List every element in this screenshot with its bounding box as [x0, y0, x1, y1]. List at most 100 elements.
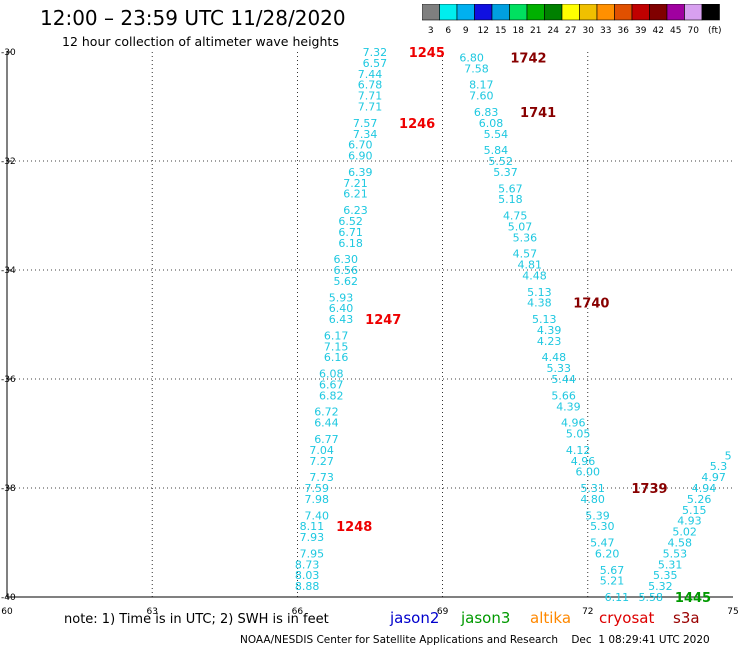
wave-height-value: 7.15	[324, 340, 349, 353]
wave-height-value: 5.31	[658, 558, 683, 571]
colorbar-label: 3	[428, 26, 434, 36]
wave-height-value: 5.05	[566, 428, 591, 441]
wave-height-value: 5.66	[551, 389, 576, 402]
satellite-jason3: jason3	[461, 609, 511, 627]
wave-height-value: 6.57	[363, 57, 388, 70]
colorbar-label: 70	[688, 26, 700, 36]
wave-height-value: 6.20	[595, 547, 620, 560]
colorbar-label: 15	[495, 26, 506, 36]
wave-height-value: 4.80	[580, 493, 605, 506]
y-tick-label: -34	[1, 266, 16, 276]
wave-height-value: 4.48	[542, 351, 567, 364]
wave-height-value: 6.44	[314, 417, 339, 430]
wave-height-value: 6.70	[348, 139, 373, 152]
y-tick-label: -36	[1, 375, 16, 385]
wave-height-value: 6.11	[605, 591, 630, 604]
wave-height-value: 7.93	[300, 531, 325, 544]
colorbar-label: 21	[530, 26, 541, 36]
wave-height-value: 4.39	[537, 324, 562, 337]
wave-height-value: 6.78	[358, 79, 383, 92]
x-tick-label: 60	[1, 607, 13, 617]
wave-height-value: 5.35	[653, 569, 678, 582]
wave-height-value: 7.58	[464, 62, 489, 75]
wave-height-value: 7.98	[305, 493, 330, 506]
wave-height-value: 8.03	[295, 569, 320, 582]
colorbar-swatch	[701, 4, 720, 21]
wave-height-value: 7.71	[358, 101, 383, 114]
y-tick-label: -38	[1, 484, 16, 494]
y-tick-label: -32	[1, 157, 16, 167]
wave-height-value: 6.00	[576, 466, 601, 479]
wave-height-value: 7.95	[300, 547, 325, 560]
wave-height-value: 5.54	[484, 128, 509, 141]
altimeter-chart: 60 63 66 69 72 75-30-32-34-36-38-407.326.577.…	[1, 46, 739, 617]
colorbar-label: 42	[653, 26, 664, 36]
wave-height-value: 6.39	[348, 166, 373, 179]
satellite-cryosat: cryosat	[599, 609, 655, 627]
wave-height-value: 7.27	[309, 455, 334, 468]
wave-height-value: 5.36	[513, 231, 538, 244]
x-tick-label: 75	[727, 607, 738, 617]
x-tick-label: 63	[146, 607, 157, 617]
colorbar-label: 39	[635, 26, 647, 36]
wave-height-value: 5.62	[334, 275, 359, 288]
pass-time-label: 1247	[365, 313, 401, 328]
colorbar-label: 6	[445, 26, 451, 36]
wave-height-value: 6.72	[314, 406, 339, 419]
colorbar-label: 45	[670, 26, 681, 36]
wave-height-value: 7.04	[309, 444, 334, 457]
wave-height-value: 5.13	[532, 313, 557, 326]
wave-height-value: 6.23	[343, 204, 368, 217]
wave-height-value: 6.56	[334, 264, 359, 277]
wave-height-value: 8.11	[300, 520, 325, 533]
chart-subtitle: 12 hour collection of altimeter wave hei…	[62, 34, 339, 49]
wave-height-value: 5.47	[590, 537, 615, 550]
colorbar-label: 24	[548, 26, 560, 36]
colorbar-legend: 3 6 9 12 15 18 21 24 27 30 33 36 39 42 45 70 (ft)	[422, 4, 722, 36]
colorbar-label: 36	[618, 26, 630, 36]
wave-height-value: 5.30	[590, 520, 615, 533]
wave-height-value: 7.57	[353, 117, 378, 130]
satellite-s3a: s3a	[673, 609, 700, 627]
wave-height-value: 4.96	[561, 417, 586, 430]
colorbar-label: 27	[565, 26, 576, 36]
wave-height-value: 5	[725, 449, 732, 462]
wave-height-value: 7.32	[363, 46, 388, 59]
pass-time-label: 1742	[510, 51, 546, 66]
footer-credit: NOAA/NESDIS Center for Satellite Applica…	[240, 634, 710, 646]
wave-height-value: 5.58	[638, 591, 663, 604]
wave-height-value: 5.67	[600, 564, 625, 577]
pass-time-label: 1248	[336, 520, 372, 535]
wave-height-value: 6.67	[319, 378, 344, 391]
colorbar-label: (ft)	[708, 26, 722, 36]
wave-height-value: 6.17	[324, 329, 349, 342]
wave-height-value: 7.71	[358, 90, 383, 103]
wave-height-value: 6.18	[338, 237, 363, 250]
wave-height-value: 5.93	[329, 291, 354, 304]
wave-height-value: 5.32	[648, 580, 673, 593]
wave-height-value: 4.75	[503, 210, 528, 223]
wave-height-value: 7.40	[305, 509, 330, 522]
wave-height-value: 6.43	[329, 313, 354, 326]
wave-height-value: 5.15	[682, 504, 707, 517]
pass-time-label: 1445	[675, 591, 711, 606]
wave-height-value: 5.3	[710, 460, 728, 473]
wave-height-value: 4.38	[527, 297, 552, 310]
wave-height-value: 7.59	[305, 482, 330, 495]
wave-height-value: 5.31	[580, 482, 605, 495]
wave-height-value: 7.44	[358, 68, 383, 81]
x-tick-label: 72	[582, 607, 593, 617]
pass-time-label: 1245	[409, 46, 445, 61]
colorbar-label: 30	[583, 26, 595, 36]
wave-height-value: 5.07	[508, 220, 533, 233]
pass-time-label: 1741	[520, 106, 556, 121]
wave-height-value: 5.13	[527, 286, 552, 299]
wave-height-value: 8.88	[295, 580, 320, 593]
wave-height-value: 4.12	[566, 444, 591, 457]
wave-height-value: 5.37	[493, 166, 518, 179]
wave-height-value: 4.58	[668, 537, 693, 550]
wave-height-value: 7.21	[343, 177, 368, 190]
wave-height-value: 8.17	[469, 79, 494, 92]
colorbar-label: 9	[463, 26, 469, 36]
x-tick-label: 66	[292, 607, 304, 617]
